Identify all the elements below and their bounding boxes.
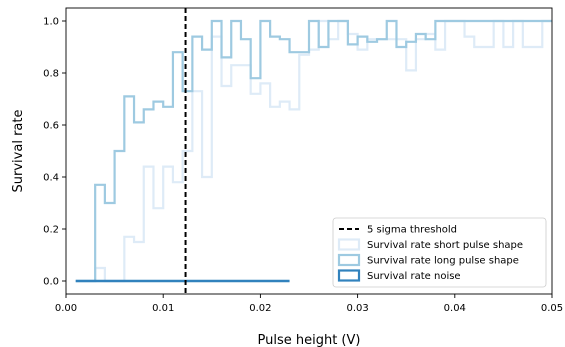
legend-label-1: Survival rate short pulse shape <box>367 240 523 251</box>
legend-box <box>332 217 547 288</box>
y-tick-label: 0.0 <box>43 277 59 288</box>
y-tick-label: 0.6 <box>43 121 59 132</box>
legend: 5 sigma threshold Survival rate short pul… <box>332 217 547 288</box>
x-axis-label: Pulse height (V) <box>258 333 361 347</box>
series-layer <box>75 19 552 283</box>
y-tick-label: 1.0 <box>43 17 59 28</box>
legend-handle-2 <box>337 253 361 267</box>
axes-layer: 0.00 0.01 0.02 0.03 0.04 0.05 0.0 0.2 0.4 0.6 0.8 1… <box>43 7 563 314</box>
legend-label-2: Survival rate long pulse shape <box>367 256 519 267</box>
y-tick-label: 0.8 <box>43 69 59 80</box>
legend-handle-3 <box>337 269 361 282</box>
plot-frame <box>65 7 553 295</box>
x-tick-label: 0.05 <box>541 303 563 314</box>
y-tick-label: 0.2 <box>43 225 59 236</box>
x-tick-label: 0.00 <box>55 303 77 314</box>
series-line-0 <box>75 19 552 283</box>
series-line-1 <box>75 19 552 283</box>
x-tick-label: 0.04 <box>444 303 466 314</box>
legend-label-3: Survival rate noise <box>367 271 461 282</box>
x-tick-label: 0.02 <box>249 303 271 314</box>
legend-handle-1 <box>337 238 361 251</box>
x-tick-label: 0.01 <box>152 303 174 314</box>
legend-label-0: 5 sigma threshold <box>367 225 457 236</box>
x-tick-label: 0.03 <box>346 303 368 314</box>
y-axis-label: Survival rate <box>11 110 26 193</box>
y-tick-label: 0.4 <box>43 173 59 184</box>
